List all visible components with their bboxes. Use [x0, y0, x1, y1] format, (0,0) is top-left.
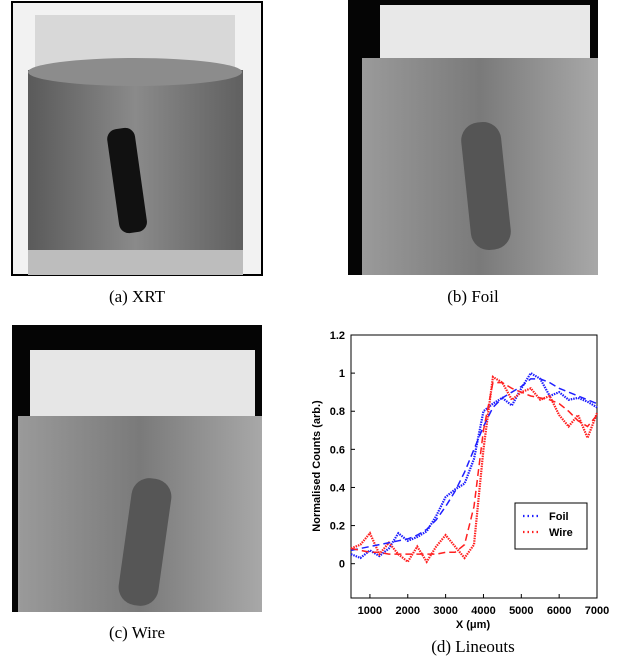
caption: (b) Foil — [447, 287, 499, 306]
legend-box — [514, 502, 588, 550]
data-line — [350, 371, 598, 560]
x-tick-label: 7000 — [585, 605, 609, 617]
data-line — [350, 375, 599, 564]
x-tick-label: 2000 — [396, 605, 420, 617]
x-axis-label: X (μm) — [456, 619, 491, 631]
caption: (d) Lineouts — [431, 637, 515, 656]
foil-image — [348, 0, 598, 275]
y-axis-label: Normalised Counts (arb.) — [311, 400, 323, 532]
caption: (a) XRT — [109, 287, 166, 306]
xrt-image — [11, 1, 263, 276]
legend-label: Wire — [549, 527, 573, 539]
x-tick-label: 6000 — [547, 605, 571, 617]
y-tick-label: 0.6 — [330, 444, 345, 456]
wire-image — [12, 325, 262, 612]
y-tick-label: 1.2 — [330, 330, 345, 342]
y-tick-label: 1 — [339, 368, 345, 380]
y-tick-label: 0.8 — [330, 406, 345, 418]
x-tick-label: 3000 — [433, 605, 457, 617]
x-tick-label: 5000 — [509, 605, 533, 617]
plot-frame — [350, 334, 598, 599]
x-tick-label: 4000 — [471, 605, 495, 617]
x-tick-label: 1000 — [358, 605, 382, 617]
y-tick-label: 0 — [339, 559, 345, 571]
legend-label: Foil — [549, 511, 569, 523]
y-tick-label: 0.2 — [330, 521, 345, 533]
y-tick-label: 0.4 — [330, 482, 346, 494]
caption: (c) Wire — [109, 623, 165, 642]
fit-line — [350, 381, 598, 555]
